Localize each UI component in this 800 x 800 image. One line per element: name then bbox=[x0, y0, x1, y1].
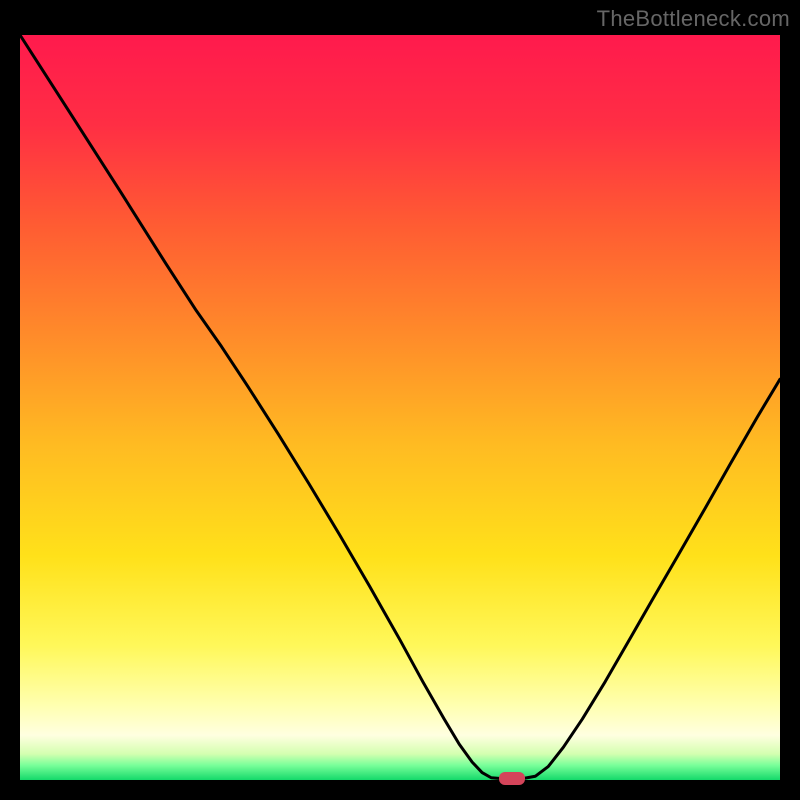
watermark-text: TheBottleneck.com bbox=[597, 6, 790, 32]
bottleneck-curve bbox=[20, 35, 780, 780]
optimal-marker bbox=[499, 772, 525, 785]
bottleneck-chart bbox=[20, 35, 780, 780]
